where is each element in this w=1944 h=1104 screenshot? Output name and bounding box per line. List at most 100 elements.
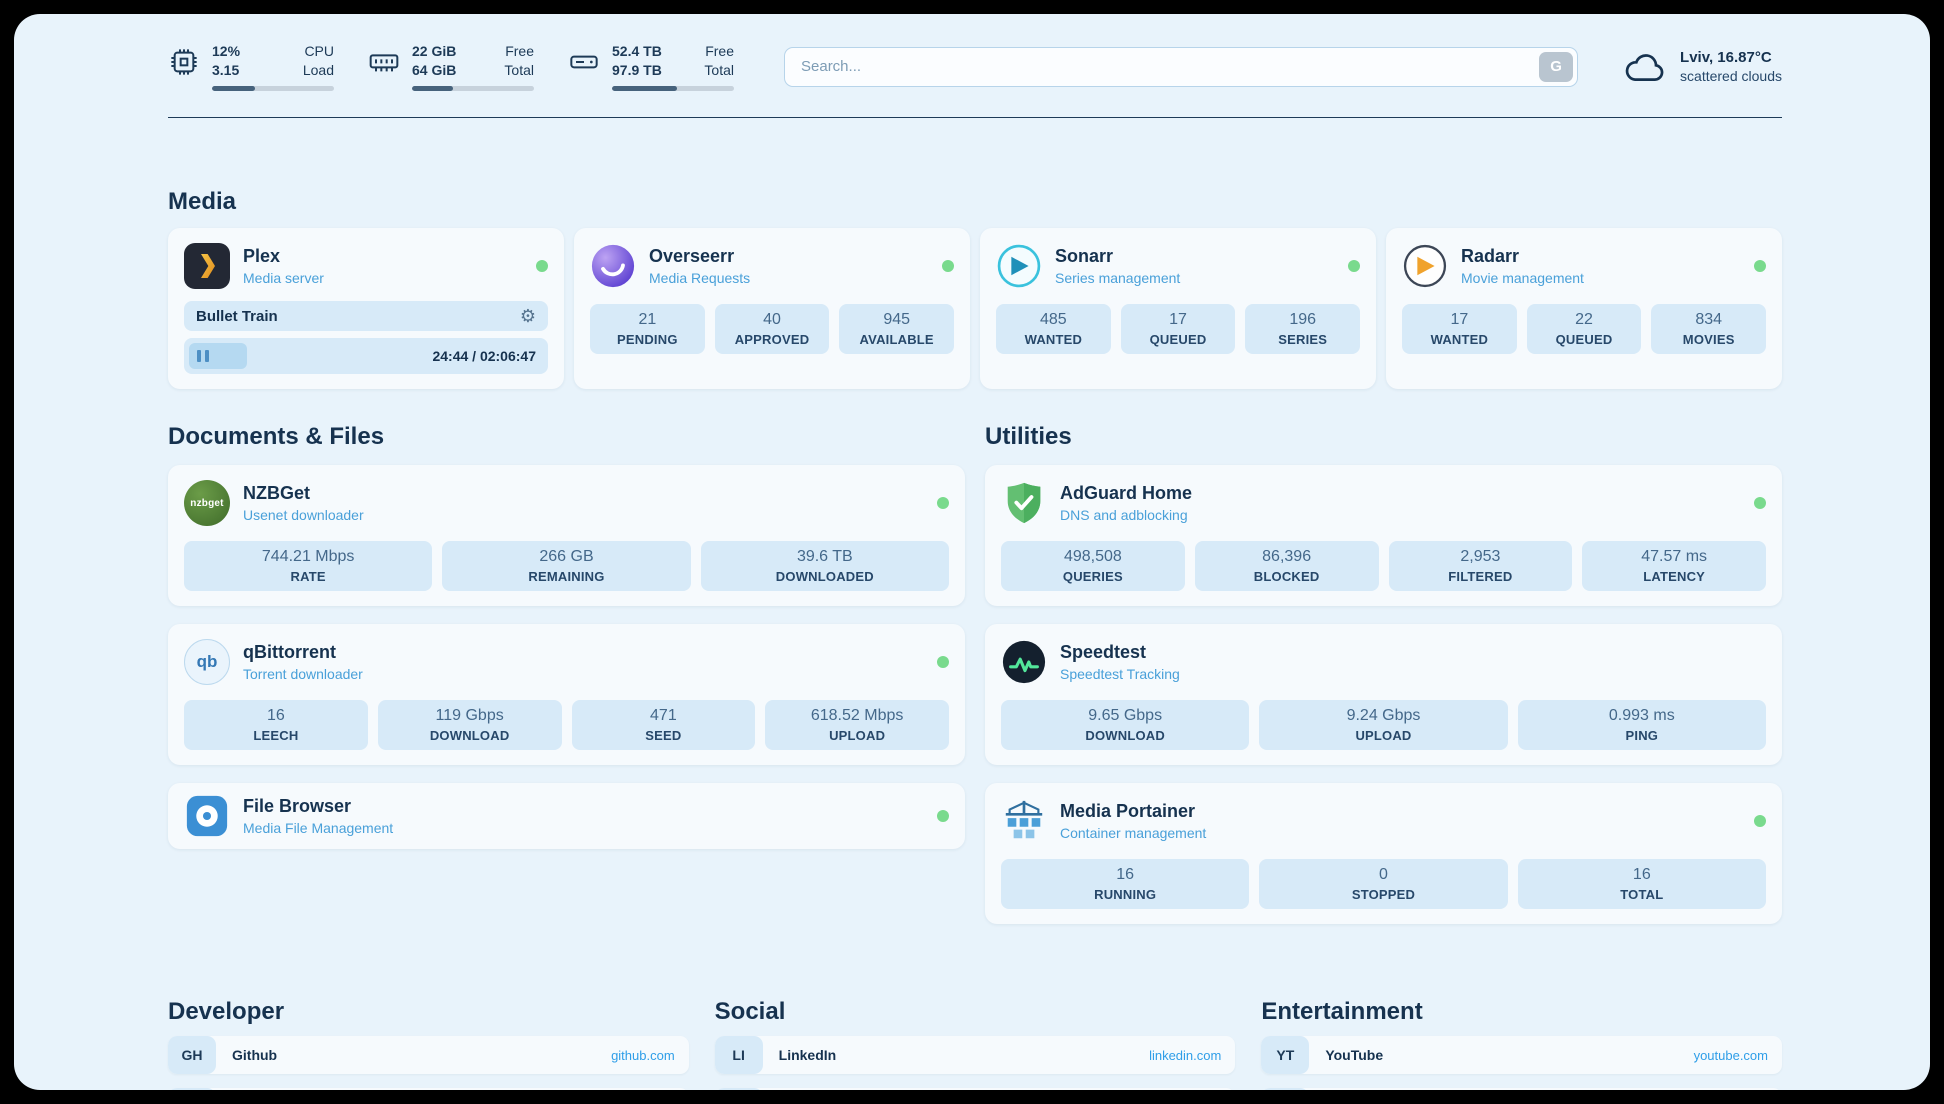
stat-value: 86,396	[1262, 548, 1312, 565]
stat-label: QUERIES	[1062, 569, 1123, 584]
stat-value: 498,508	[1063, 548, 1122, 565]
weather-text: Lviv, 16.87°C scattered clouds	[1680, 49, 1782, 84]
speedtest-icon	[1001, 639, 1047, 685]
card-head: Sonarr Series management	[996, 243, 1360, 289]
disk-progress-fill	[612, 86, 677, 91]
bookmark-youtube[interactable]: YT YouTube youtube.com	[1261, 1036, 1782, 1074]
ram-total-label: Total	[504, 62, 534, 78]
disk-free: 52.4 TB	[612, 43, 662, 59]
service-name: Plex	[243, 246, 281, 266]
service-card-overseerr[interactable]: Overseerr Media Requests 21 PENDING 40 A…	[574, 228, 970, 389]
stat-value: 16	[1116, 866, 1135, 883]
cpu-progress-bar	[212, 86, 334, 91]
service-card-nzbget[interactable]: nzbget NZBGet Usenet downloader 744.21 M…	[168, 465, 965, 606]
service-card-plex[interactable]: Plex Media server Bullet Train ⚙ 24:44 /…	[168, 228, 564, 389]
disk-row-2: 97.9 TB Total	[612, 61, 734, 80]
service-subtitle: Torrent downloader	[243, 666, 363, 682]
bookmark-abbr: SO	[168, 1088, 216, 1090]
service-subtitle: Media Requests	[649, 270, 751, 286]
bookmark-abbr: LI	[714, 1036, 763, 1074]
status-dot	[1754, 497, 1766, 509]
ram-free-label: Free	[505, 43, 534, 59]
gear-icon[interactable]: ⚙	[519, 306, 536, 326]
status-dot	[942, 260, 954, 272]
disk-widget: 52.4 TB Free 97.9 TB Total	[568, 42, 734, 91]
stat-box: 266 GB REMAINING	[442, 541, 691, 591]
service-card-portainer[interactable]: Media Portainer Container management 16 …	[985, 783, 1782, 924]
stat-label: UPLOAD	[829, 728, 886, 743]
stat-value: 17	[1450, 311, 1469, 328]
bookmark-netflix[interactable]: NF Netflix netflix.com	[1261, 1088, 1782, 1090]
section-title-developer: Developer	[168, 998, 285, 1025]
card-head: qb qBittorrent Torrent downloader	[184, 639, 949, 685]
card-head: nzbget NZBGet Usenet downloader	[184, 480, 949, 526]
search-provider-button[interactable]: G	[1539, 51, 1574, 82]
bookmark-abbr: TW	[714, 1088, 763, 1090]
cpu-load: 3.15	[212, 62, 240, 78]
stat-value: 39.6 TB	[796, 548, 853, 565]
stat-value: 9.24 Gbps	[1346, 707, 1421, 724]
app-meta: NZBGet Usenet downloader	[243, 483, 364, 523]
ram-row-1: 22 GiB Free	[412, 42, 534, 61]
status-dot	[937, 656, 949, 668]
stat-label: WANTED	[1024, 332, 1083, 347]
stat-box: 17 WANTED	[1402, 304, 1517, 354]
bookmark-stackoverflow[interactable]: SO StackOverflow stackoverflow.com	[168, 1088, 689, 1090]
card-head: Plex Media server	[184, 243, 548, 289]
stat-label: LEECH	[253, 728, 299, 743]
stat-box: 0 STOPPED	[1259, 859, 1508, 909]
status-dot	[937, 810, 949, 822]
bookmark-abbr: NF	[1261, 1088, 1310, 1090]
service-name: Radarr	[1461, 246, 1520, 266]
stat-box: 2,953 FILTERED	[1388, 541, 1573, 591]
search-input[interactable]	[784, 46, 1579, 87]
ram-free: 22 GiB	[412, 43, 457, 59]
system-stats: 12% CPU 3.15 Load 22 GiB	[168, 42, 734, 91]
stat-value: 2,953	[1460, 548, 1501, 565]
service-card-sonarr[interactable]: Sonarr Series management 485 WANTED 17 Q…	[980, 228, 1376, 389]
cpu-usage: 12%	[212, 43, 241, 59]
service-card-qbittorrent[interactable]: qb qBittorrent Torrent downloader 16 LEE…	[168, 624, 965, 765]
section-title-entertainment: Entertainment	[1261, 998, 1423, 1025]
service-card-speedtest[interactable]: Speedtest Speedtest Tracking 9.65 Gbps D…	[985, 624, 1782, 765]
cpu-label: CPU	[304, 43, 334, 59]
disk-free-label: Free	[705, 43, 734, 59]
bookmark-abbr: GH	[168, 1036, 216, 1074]
overseerr-icon	[590, 243, 636, 289]
section-utilities: Utilities AdGuard Home DNS and adblockin…	[985, 423, 1782, 924]
stat-label: LATENCY	[1643, 569, 1706, 584]
service-card-adguard[interactable]: AdGuard Home DNS and adblocking 498,508 …	[985, 465, 1782, 606]
stat-value: 485	[1039, 311, 1067, 328]
stats-row: 21 PENDING 40 APPROVED 945 AVAILABLE	[590, 304, 955, 354]
stat-value: 16	[266, 707, 285, 724]
stat-box: 471 SEED	[571, 700, 756, 750]
stat-value: 618.52 Mbps	[810, 707, 904, 724]
cpu-row-1: 12% CPU	[212, 42, 334, 61]
weather-location: Lviv, 16.87°C	[1680, 49, 1772, 66]
stat-label: PENDING	[617, 332, 678, 347]
service-subtitle: Speedtest Tracking	[1060, 666, 1180, 682]
stat-box: 39.6 TB DOWNLOADED	[700, 541, 949, 591]
stat-label: REMAINING	[528, 569, 605, 584]
service-card-radarr[interactable]: Radarr Movie management 17 WANTED 22 QUE…	[1386, 228, 1782, 389]
stat-value: 266 GB	[539, 548, 594, 565]
stat-box: 17 QUEUED	[1120, 304, 1236, 354]
stats-row: 17 WANTED 22 QUEUED 834 MOVIES	[1402, 304, 1767, 354]
pause-button[interactable]	[189, 343, 247, 369]
adguard-icon	[1001, 480, 1047, 526]
status-dot	[937, 497, 949, 509]
ram-progress-bar	[412, 86, 534, 91]
ram-widget: 22 GiB Free 64 GiB Total	[368, 42, 534, 91]
card-head: Overseerr Media Requests	[590, 243, 954, 289]
service-card-filebrowser[interactable]: File Browser Media File Management	[168, 783, 965, 849]
service-name: Media Portainer	[1060, 801, 1196, 821]
service-name: NZBGet	[243, 483, 310, 503]
app-meta: AdGuard Home DNS and adblocking	[1060, 483, 1192, 523]
bookmark-name: Github	[232, 1047, 278, 1063]
bookmark-twitter[interactable]: TW Twitter twitter.com	[714, 1088, 1236, 1090]
stats-row: 498,508 QUERIES 86,396 BLOCKED 2,953 FIL…	[1001, 541, 1766, 591]
stat-label: RATE	[290, 569, 326, 584]
bookmark-github[interactable]: GH Github github.com	[168, 1036, 689, 1074]
bookmark-linkedin[interactable]: LI LinkedIn linkedin.com	[714, 1036, 1236, 1074]
stats-row: 16 LEECH 119 Gbps DOWNLOAD 471 SEED 61	[184, 700, 949, 750]
